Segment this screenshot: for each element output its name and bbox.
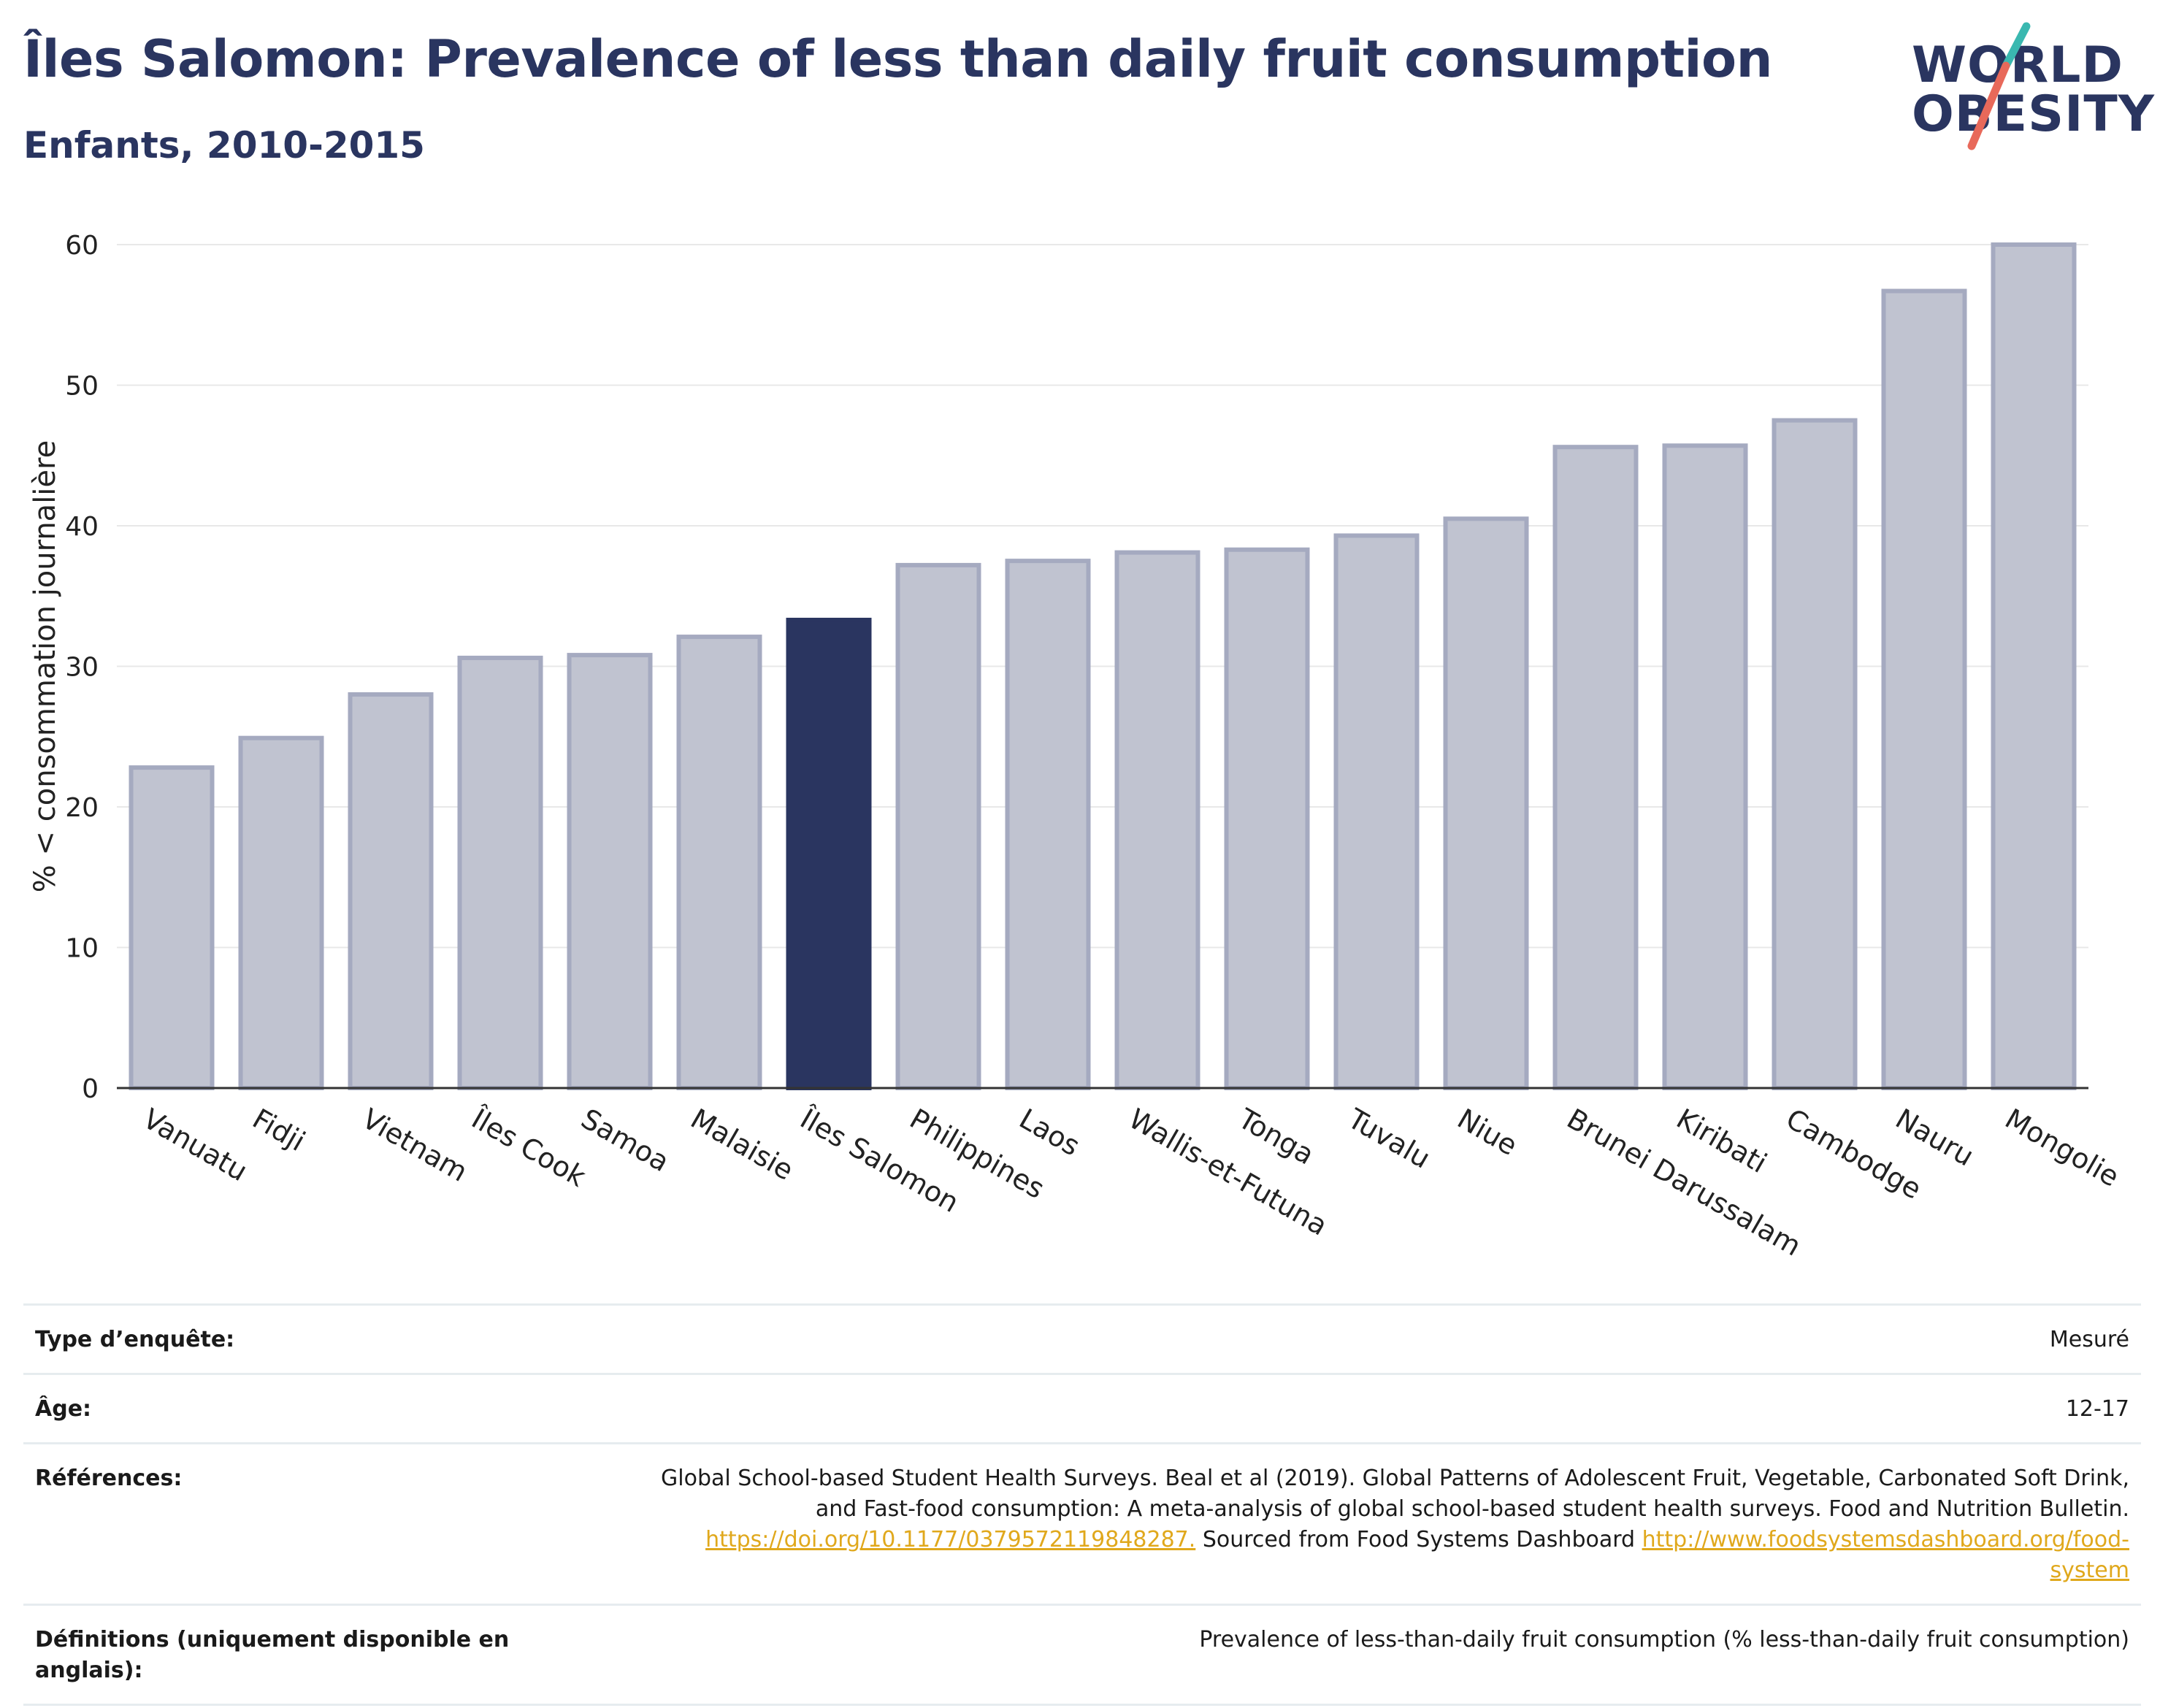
x-tick-label: Îles Cook bbox=[466, 1102, 591, 1193]
x-tick-label: Niue bbox=[1452, 1103, 1523, 1162]
meta-value-references: Global School-based Student Health Surve… bbox=[661, 1463, 2129, 1586]
world-obesity-logo: WORLD OBESITY bbox=[1906, 20, 2154, 152]
meta-value-definitions: Prevalence of less-than-daily fruit cons… bbox=[1199, 1627, 2129, 1653]
bar-6 bbox=[786, 617, 872, 1090]
bar-5 bbox=[676, 635, 762, 1090]
doi-link[interactable]: https://doi.org/10.1177/0379572119848287… bbox=[705, 1527, 1196, 1552]
chart-subtitle: Enfants, 2010-2015 bbox=[23, 124, 425, 166]
meta-label-survey-type: Type d’enquête: bbox=[35, 1327, 235, 1352]
reference-mid-text: Sourced from Food Systems Dashboard bbox=[1195, 1527, 1642, 1552]
bar-15 bbox=[1772, 418, 1858, 1090]
bar-7 bbox=[895, 562, 981, 1090]
reference-line-4: system bbox=[661, 1555, 2129, 1586]
bar-12 bbox=[1443, 516, 1529, 1090]
x-tick-label: Malaisie bbox=[686, 1103, 800, 1187]
x-tick-label: Fidji bbox=[248, 1103, 311, 1158]
meta-value-survey-type: Mesuré bbox=[2049, 1327, 2129, 1352]
y-tick-label: 40 bbox=[65, 512, 99, 542]
logo-line-2: OBESITY bbox=[1912, 85, 2155, 143]
x-tick-label: Laos bbox=[1014, 1103, 1086, 1163]
bar-4 bbox=[567, 653, 653, 1090]
meta-row-age: Âge: 12-17 bbox=[23, 1373, 2141, 1442]
meta-label-references: Références: bbox=[35, 1466, 183, 1491]
bar-14 bbox=[1662, 443, 1748, 1090]
x-tick-label: Nauru bbox=[1891, 1103, 1980, 1173]
x-tick-label: Samoa bbox=[576, 1103, 675, 1179]
bar-13 bbox=[1552, 445, 1639, 1090]
bar-9 bbox=[1114, 550, 1200, 1090]
bar-8 bbox=[1005, 559, 1091, 1090]
y-axis-ticks: 0 10 20 30 40 50 60 bbox=[65, 231, 99, 1104]
y-tick-label: 30 bbox=[65, 653, 99, 683]
bars bbox=[129, 242, 2077, 1091]
logo-slash-icon bbox=[1967, 22, 2031, 150]
reference-line-3: https://doi.org/10.1177/0379572119848287… bbox=[661, 1525, 2129, 1555]
chart-title: Îles Salomon: Prevalence of less than da… bbox=[23, 29, 1772, 89]
reference-line-2: and Fast-food consumption: A meta-analys… bbox=[815, 1496, 2129, 1522]
y-tick-label: 20 bbox=[65, 793, 99, 823]
x-tick-label: Vanuatu bbox=[138, 1103, 253, 1187]
x-tick-label: Tonga bbox=[1233, 1102, 1320, 1171]
x-tick-label: Mongolie bbox=[2000, 1103, 2125, 1193]
meta-row-definitions: Définitions (uniquement disponible en an… bbox=[23, 1604, 2141, 1706]
meta-label-definitions: Définitions (uniquement disponible en an… bbox=[35, 1627, 510, 1683]
bar-0 bbox=[129, 765, 215, 1090]
bar-1 bbox=[238, 735, 324, 1090]
x-tick-label: Vietnam bbox=[357, 1103, 473, 1188]
reference-line-1: Global School-based Student Health Surve… bbox=[661, 1466, 2129, 1491]
bar-10 bbox=[1224, 547, 1310, 1091]
bar-11 bbox=[1333, 533, 1420, 1091]
y-tick-label: 10 bbox=[65, 934, 99, 964]
metadata-table: Type d’enquête: Mesuré Âge: 12-17 Référe… bbox=[23, 1303, 2141, 1706]
y-axis-label: % < consommation journalière bbox=[28, 440, 62, 892]
dashboard-link-part-2[interactable]: system bbox=[2050, 1558, 2129, 1583]
y-tick-label: 50 bbox=[65, 372, 99, 402]
meta-label-age: Âge: bbox=[35, 1396, 92, 1422]
meta-value-age: 12-17 bbox=[2065, 1396, 2129, 1422]
bar-2 bbox=[348, 692, 434, 1090]
bar-16 bbox=[1881, 288, 1967, 1090]
bar-17 bbox=[1991, 242, 2077, 1090]
x-tick-label: Wallis-et-Futuna bbox=[1124, 1103, 1333, 1242]
y-tick-label: 0 bbox=[82, 1074, 99, 1104]
grid-lines bbox=[117, 244, 2088, 949]
dashboard-link-part-1[interactable]: http://www.foodsystemsdashboard.org/food… bbox=[1642, 1527, 2129, 1552]
meta-row-references: Références: Global School-based Student … bbox=[23, 1442, 2141, 1604]
meta-row-survey-type: Type d’enquête: Mesuré bbox=[23, 1303, 2141, 1373]
x-tick-label: Tuvalu bbox=[1342, 1102, 1436, 1175]
y-tick-label: 60 bbox=[65, 231, 99, 261]
bar-3 bbox=[457, 655, 543, 1090]
